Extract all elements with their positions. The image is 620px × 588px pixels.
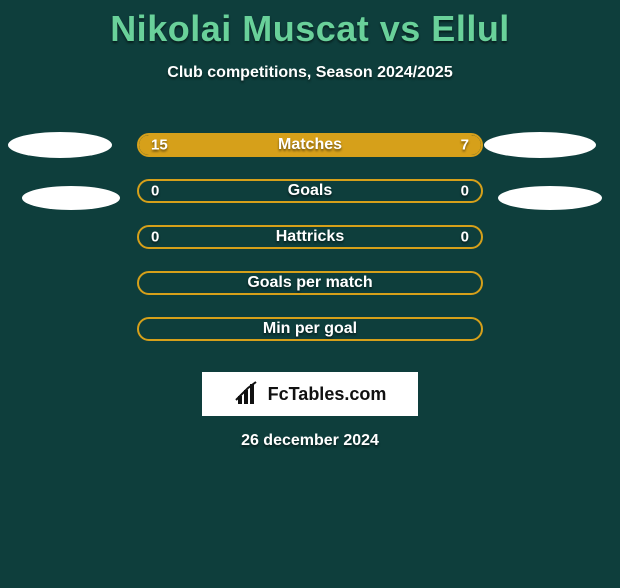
bar-track: 0 0 Goals: [137, 179, 483, 203]
value-left: 0: [151, 229, 159, 246]
bar-chart-icon: [234, 380, 262, 408]
ellipse-right: [484, 132, 596, 158]
brand-logo: FcTables.com: [202, 372, 418, 416]
stat-label: Goals per match: [247, 274, 372, 292]
ellipse-right: [498, 186, 602, 210]
value-left: 15: [151, 137, 168, 154]
value-right: 0: [461, 229, 469, 246]
stat-label: Min per goal: [263, 320, 357, 338]
stat-label: Goals: [288, 182, 332, 200]
subtitle: Club competitions, Season 2024/2025: [0, 64, 620, 82]
stat-row: 0 0 Hattricks: [0, 214, 620, 260]
stat-row: Goals per match: [0, 260, 620, 306]
date-label: 26 december 2024: [0, 432, 620, 450]
stat-row: Min per goal: [0, 306, 620, 352]
stat-label: Matches: [278, 136, 342, 154]
value-right: 0: [461, 183, 469, 200]
bar-track: 0 0 Hattricks: [137, 225, 483, 249]
bar-track: Goals per match: [137, 271, 483, 295]
brand-text: FcTables.com: [268, 384, 387, 405]
value-left: 0: [151, 183, 159, 200]
stat-label: Hattricks: [276, 228, 344, 246]
value-right: 7: [461, 137, 469, 154]
page-title: Nikolai Muscat vs Ellul: [0, 8, 620, 50]
bar-track: 15 7 Matches: [137, 133, 483, 157]
bar-track: Min per goal: [137, 317, 483, 341]
ellipse-left: [22, 186, 120, 210]
ellipse-left: [8, 132, 112, 158]
